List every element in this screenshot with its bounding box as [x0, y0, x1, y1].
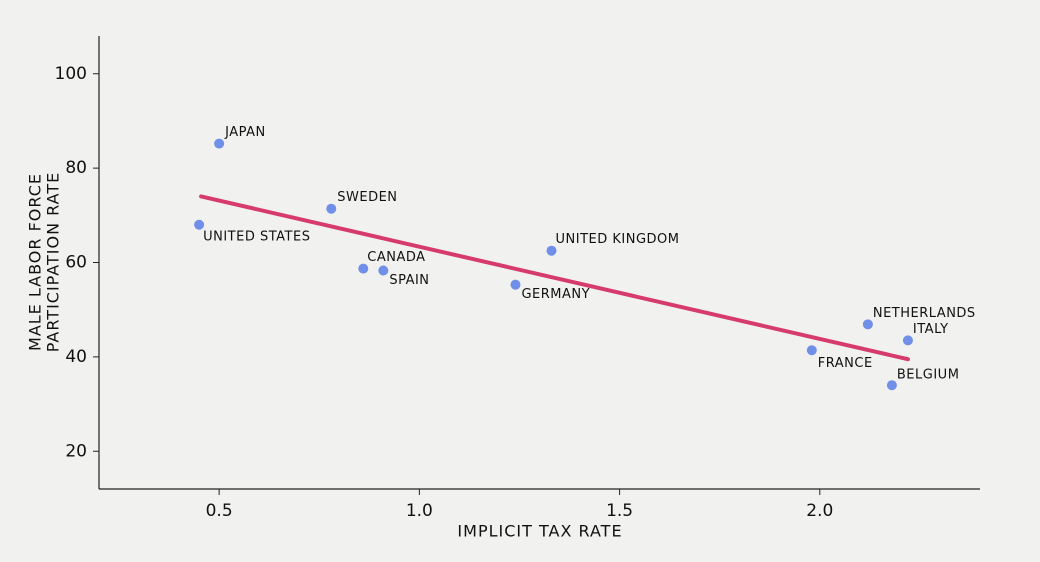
y-tick-label: 100 — [55, 64, 87, 84]
point — [902, 335, 913, 346]
point — [862, 319, 873, 330]
y-tick-label: 20 — [65, 441, 87, 461]
point — [194, 219, 205, 230]
point-label: UNITED STATES — [203, 229, 310, 244]
point — [214, 138, 225, 149]
point — [806, 345, 817, 356]
y-tick-label: 40 — [65, 347, 87, 367]
point — [378, 265, 389, 276]
point — [886, 380, 897, 391]
point — [326, 203, 337, 214]
x-tick-label: 2.0 — [806, 501, 833, 521]
y-tick-label: 60 — [65, 253, 87, 273]
point-label: NETHERLANDS — [873, 306, 976, 321]
point-label: CANADA — [367, 250, 425, 265]
x-tick-label: 1.5 — [606, 501, 633, 521]
x-tick-label: 0.5 — [206, 501, 233, 521]
point — [510, 279, 521, 290]
y-axis-title: PARTICIPATION RATE — [44, 172, 63, 352]
point-label: JAPAN — [224, 125, 266, 140]
point-label: SWEDEN — [337, 190, 397, 205]
point-label: UNITED KINGDOM — [556, 232, 680, 247]
point-label: BELGIUM — [897, 368, 960, 383]
fit-line — [199, 194, 910, 362]
x-tick-label: 1.0 — [406, 501, 433, 521]
point-label: ITALY — [913, 322, 949, 337]
point — [546, 245, 557, 256]
y-tick-label: 80 — [65, 158, 87, 178]
point-label: SPAIN — [389, 273, 429, 288]
y-axis-title: MALE LABOR FORCE — [26, 173, 45, 351]
x-axis-title: IMPLICIT TAX RATE — [457, 522, 622, 541]
point-label: FRANCE — [818, 356, 873, 371]
point — [358, 263, 369, 274]
point-label: GERMANY — [521, 287, 590, 302]
